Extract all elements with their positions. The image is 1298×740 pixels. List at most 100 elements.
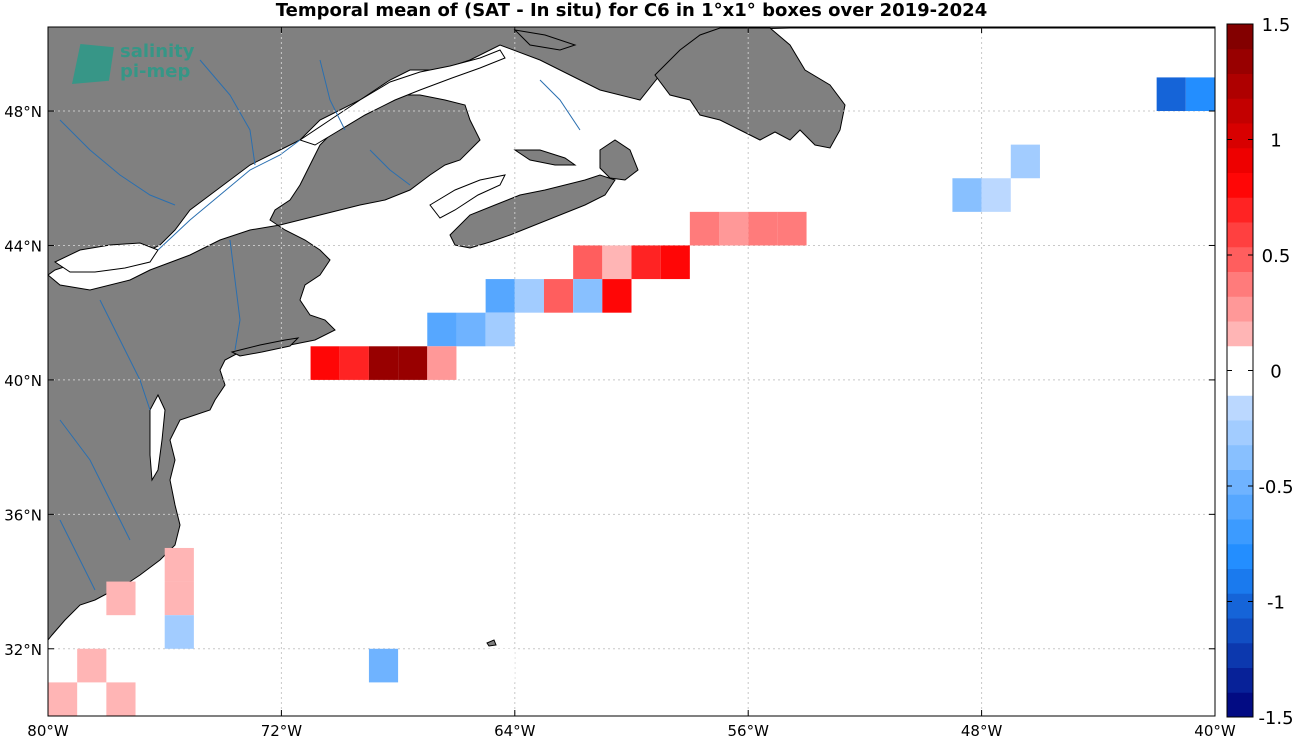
data-cell xyxy=(1010,144,1040,179)
data-cell xyxy=(689,211,720,246)
colorbar-segment xyxy=(1227,469,1253,495)
y-tick-label: 36°N xyxy=(4,506,42,524)
st-lawrence-estuary xyxy=(298,49,506,146)
colorbar-segment xyxy=(1227,395,1253,421)
bermuda xyxy=(486,639,497,647)
river xyxy=(99,299,151,411)
colorbar-segment xyxy=(1227,494,1253,520)
logo-line1: salinity xyxy=(120,41,195,62)
data-cell xyxy=(106,581,136,616)
data-cell xyxy=(398,346,428,380)
data-cell xyxy=(485,648,515,683)
anticosti-island xyxy=(513,29,577,51)
x-tick-label: 80°W xyxy=(27,722,69,740)
data-cell xyxy=(164,581,194,616)
colorbar-tick-label: 0 xyxy=(1270,362,1281,383)
colorbar-segment xyxy=(1227,246,1253,272)
colorbar-segment xyxy=(1227,345,1253,371)
colorbar-tick-label: -1.5 xyxy=(1258,708,1293,729)
colorbar-tick-label: 0.5 xyxy=(1262,246,1291,267)
colorbar-segment xyxy=(1227,692,1253,718)
plot-frame xyxy=(47,26,1216,717)
land-layer xyxy=(48,27,1215,647)
rivers-layer xyxy=(59,59,581,591)
colorbar-segment xyxy=(1227,73,1253,99)
data-cell xyxy=(164,547,194,582)
data-cell xyxy=(427,346,457,380)
y-tick-label: 40°N xyxy=(4,372,42,390)
st-lawrence-river xyxy=(157,139,301,251)
map-title: Temporal mean of (SAT - In situ) for C6 … xyxy=(275,0,988,21)
colorbar-segment xyxy=(1227,98,1253,124)
data-cell xyxy=(106,682,136,716)
data-cell xyxy=(981,178,1011,212)
x-tick-label: 72°W xyxy=(261,722,303,740)
river xyxy=(319,59,346,131)
x-tick-label: 56°W xyxy=(727,722,769,740)
data-cell xyxy=(1156,77,1186,112)
data-cell xyxy=(164,615,194,649)
colorbar-segment xyxy=(1227,543,1253,569)
data-cell xyxy=(573,245,603,280)
colorbar-segment xyxy=(1227,172,1253,198)
newfoundland xyxy=(654,27,846,149)
colorbar-segment xyxy=(1227,24,1253,50)
data-cell xyxy=(952,178,982,212)
axis-ticks: 80°W 72°W 64°W 56°W 48°W 40°W 32°N 36°N 40°N 44°N… xyxy=(4,27,1236,740)
colorbar-segment xyxy=(1227,271,1253,297)
river xyxy=(59,419,131,541)
logo-mark-icon xyxy=(72,44,114,84)
data-cell xyxy=(1185,77,1215,112)
river xyxy=(369,149,411,186)
data-cell xyxy=(602,245,632,280)
data-cell xyxy=(777,211,807,246)
data-cell xyxy=(339,346,369,380)
river xyxy=(59,119,176,206)
data-cell xyxy=(514,279,544,313)
colorbar-segment xyxy=(1227,296,1253,322)
colorbar-segment xyxy=(1227,321,1253,347)
data-cell xyxy=(456,312,486,347)
data-cell xyxy=(427,312,457,347)
x-tick-label: 64°W xyxy=(494,722,536,740)
cape-breton xyxy=(599,139,639,181)
colorbar-segment xyxy=(1227,593,1253,619)
data-cell xyxy=(310,346,340,380)
inland-waters xyxy=(53,49,506,482)
y-tick-label: 32°N xyxy=(4,641,42,659)
data-cell xyxy=(77,648,107,683)
colorbar-segment xyxy=(1227,123,1253,149)
river xyxy=(539,79,581,131)
colorbar-segment xyxy=(1227,618,1253,644)
nova-scotia xyxy=(449,174,616,249)
data-cell xyxy=(602,279,632,313)
river xyxy=(199,59,256,166)
data-cell xyxy=(485,279,515,313)
data-cell xyxy=(485,312,515,347)
logo-line2: pi-mep xyxy=(120,61,191,82)
data-cell xyxy=(573,279,603,313)
y-tick-label: 48°N xyxy=(4,103,42,121)
colorbar-segment xyxy=(1227,197,1253,223)
colorbar: 1.5 1 0.5 0 -0.5 -1 -1.5 xyxy=(1226,15,1294,729)
chesapeake-bay xyxy=(149,393,166,482)
bay-of-fundy xyxy=(429,174,506,219)
colorbar-tick-label: 1.5 xyxy=(1262,15,1291,36)
salinity-pimep-logo: salinity pi-mep xyxy=(70,40,210,88)
data-cell xyxy=(368,346,399,380)
colorbar-segment xyxy=(1227,370,1253,396)
river xyxy=(59,519,96,591)
data-cell xyxy=(719,211,749,246)
data-cell xyxy=(368,648,399,683)
data-cell xyxy=(748,211,778,246)
x-tick-label: 40°W xyxy=(1194,722,1236,740)
colorbar-tick-label: 1 xyxy=(1270,131,1281,152)
x-tick-label: 48°W xyxy=(961,722,1003,740)
data-cell xyxy=(543,279,574,313)
data-cell xyxy=(660,245,690,280)
river xyxy=(229,239,241,351)
lake-ontario xyxy=(53,242,159,273)
colorbar-tick-label: -1 xyxy=(1267,593,1285,614)
data-cell xyxy=(48,682,78,716)
